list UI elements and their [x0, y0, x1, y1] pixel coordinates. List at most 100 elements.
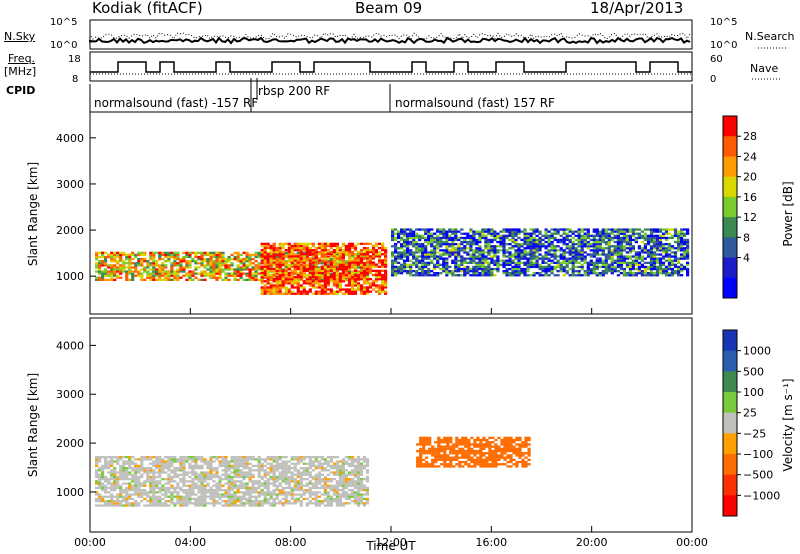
heatmap-cell: [269, 286, 273, 289]
heatmap-cell: [233, 456, 237, 459]
heatmap-cell: [257, 251, 261, 254]
heatmap-cell: [607, 236, 611, 240]
heatmap-cell: [98, 486, 102, 490]
heatmap-cell: [487, 245, 491, 248]
heatmap-cell: [487, 228, 491, 231]
heatmap-cell: [350, 273, 355, 277]
heatmap-cell: [272, 458, 276, 461]
heatmap-cell: [475, 274, 479, 277]
heatmap-cell: [161, 264, 165, 267]
heatmap-cell: [143, 268, 147, 271]
heatmap-cell: [272, 464, 276, 468]
heatmap-cell: [463, 251, 467, 254]
heatmap-cell: [272, 290, 276, 293]
heatmap-cell: [667, 255, 672, 258]
heatmap-cell: [622, 245, 626, 248]
heatmap-cell: [511, 240, 515, 244]
heatmap-cell: [478, 267, 482, 271]
heatmap-cell: [182, 469, 186, 472]
heatmap-cell: [134, 255, 138, 259]
heatmap-cell: [350, 261, 355, 264]
heatmap-cell: [658, 230, 663, 233]
heatmap-cell: [128, 270, 132, 273]
heatmap-cell: [137, 491, 141, 494]
heatmap-cell: [571, 230, 575, 233]
heatmap-cell: [200, 458, 204, 461]
heatmap-cell: [511, 238, 515, 242]
heatmap-cell: [481, 251, 485, 254]
heatmap-cell: [197, 278, 201, 281]
heatmap-cell: [221, 258, 225, 261]
heatmap-cell: [227, 460, 231, 463]
heatmap-cell: [203, 491, 207, 494]
heatmap-cell: [490, 228, 494, 231]
heatmap-cell: [284, 266, 288, 269]
heatmap-cell: [381, 288, 385, 291]
heatmap-cell: [326, 486, 330, 490]
heatmap-cell: [149, 471, 153, 474]
heatmap-cell: [266, 471, 270, 474]
heatmap-cell: [128, 456, 132, 459]
heatmap-cell: [391, 261, 395, 264]
heatmap-cell: [490, 255, 494, 258]
heatmap-cell: [149, 489, 153, 492]
heatmap-cell: [236, 460, 240, 463]
heatmap-cell: [161, 253, 165, 257]
heatmap-cell: [514, 238, 518, 242]
heatmap-cell: [305, 246, 309, 250]
heatmap-cell: [155, 497, 159, 501]
heatmap-cell: [523, 267, 527, 271]
heatmap-cell: [317, 482, 321, 485]
heatmap-cell: [95, 460, 99, 463]
heatmap-cell: [248, 276, 252, 279]
heatmap-cell: [365, 257, 370, 260]
heatmap-cell: [155, 272, 159, 275]
heatmap-cell: [496, 259, 500, 262]
heatmap-cell: [242, 471, 246, 474]
heatmap-cell: [272, 276, 276, 279]
heatmap-cell: [263, 486, 267, 490]
heatmap-cell: [299, 255, 303, 258]
heatmap-cell: [170, 262, 174, 265]
heatmap-cell: [218, 478, 222, 481]
heatmap-cell: [490, 247, 494, 250]
heatmap-cell: [344, 462, 348, 465]
heatmap-cell: [293, 278, 297, 281]
heatmap-cell: [335, 493, 339, 496]
heatmap-cell: [188, 278, 192, 281]
heatmap-cell: [248, 493, 252, 496]
heatmap-cell: [646, 249, 651, 252]
heatmap-cell: [98, 469, 102, 472]
heatmap-cell: [107, 478, 111, 481]
heatmap-cell: [487, 267, 491, 271]
heatmap-cell: [242, 278, 246, 281]
heatmap-cell: [236, 473, 240, 476]
heatmap-cell: [394, 265, 398, 269]
heatmap-cell: [353, 497, 358, 501]
heatmap-cell: [323, 259, 327, 262]
heatmap-cell: [224, 482, 228, 485]
heatmap-cell: [616, 261, 620, 264]
heatmap-cell: [158, 497, 162, 501]
heatmap-cell: [341, 249, 345, 252]
heatmap-cell: [637, 255, 641, 258]
heatmap-cell: [406, 270, 410, 273]
heatmap-cell: [113, 495, 117, 498]
heatmap-cell: [191, 502, 195, 505]
heatmap-cell: [239, 274, 243, 277]
heatmap-cell: [275, 456, 279, 459]
heatmap-cell: [101, 475, 105, 479]
heatmap-cell: [378, 271, 382, 275]
heatmap-cell: [326, 500, 330, 503]
heatmap-cell: [101, 264, 105, 267]
heatmap-cell: [341, 478, 345, 481]
heatmap-cell: [365, 267, 370, 270]
heatmap-cell: [532, 263, 536, 266]
heatmap-cell: [176, 276, 180, 279]
heatmap-cell: [215, 258, 219, 261]
heatmap-cell: [206, 471, 210, 474]
heatmap-cell: [604, 228, 608, 231]
heatmap-cell: [562, 236, 566, 240]
heatmap-cell: [394, 247, 398, 250]
heatmap-cell: [134, 262, 138, 265]
